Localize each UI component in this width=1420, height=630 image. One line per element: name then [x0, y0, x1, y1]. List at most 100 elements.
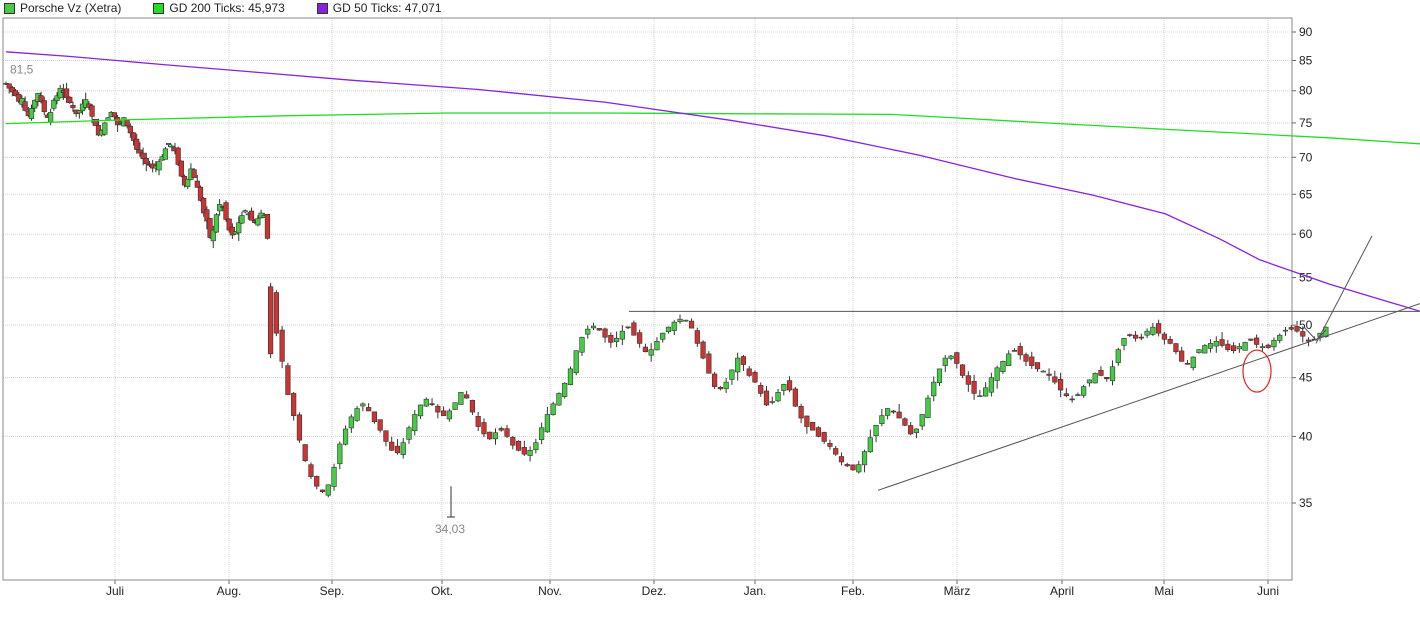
- candle-body: [804, 415, 810, 427]
- candle-body: [51, 99, 57, 109]
- candle: [1011, 348, 1018, 352]
- candle: [267, 284, 274, 359]
- candle: [406, 425, 412, 444]
- candle: [1184, 359, 1191, 365]
- candle-body: [308, 464, 314, 477]
- candle: [798, 403, 804, 424]
- candle: [850, 464, 856, 471]
- candle-body: [63, 88, 70, 98]
- candle: [137, 142, 143, 157]
- candle-body: [948, 355, 954, 359]
- candle: [127, 123, 133, 138]
- x-tick-label: Mai: [1154, 584, 1173, 598]
- candle-body: [1300, 331, 1306, 337]
- legend-swatch-porsche: [4, 2, 15, 14]
- legend-swatch-gd200: [153, 2, 165, 14]
- candle-body: [1213, 341, 1219, 347]
- candle: [781, 383, 787, 396]
- candle: [114, 114, 121, 132]
- candle-body: [1294, 326, 1300, 332]
- chart-grid: [3, 18, 1292, 580]
- candle: [1242, 341, 1248, 351]
- candle-body: [291, 393, 297, 416]
- candle-body: [562, 382, 568, 397]
- candle: [654, 337, 660, 351]
- candle: [533, 438, 539, 454]
- candle-body: [712, 373, 718, 387]
- candle: [758, 382, 764, 397]
- candle: [191, 168, 197, 178]
- candle-body: [885, 408, 891, 416]
- candle-body: [1011, 350, 1018, 352]
- candle: [677, 314, 683, 324]
- candle-body: [671, 321, 677, 331]
- candle-body: [1081, 386, 1087, 396]
- x-tick-label: März: [944, 584, 971, 598]
- candle: [63, 82, 70, 103]
- candle: [302, 444, 308, 463]
- candle: [867, 429, 873, 453]
- candle-body: [1207, 343, 1214, 349]
- candle-body: [1202, 345, 1208, 354]
- candle: [51, 98, 57, 111]
- candle: [637, 329, 643, 348]
- candle: [1179, 346, 1185, 362]
- candle-body: [544, 414, 550, 433]
- candle: [239, 211, 245, 224]
- candle-body: [856, 464, 862, 473]
- candle-body: [296, 414, 303, 441]
- candle: [804, 415, 810, 434]
- candle-body: [706, 353, 712, 374]
- legend-item-gd50: GD 50 Ticks: 47,071: [316, 1, 442, 15]
- candle: [810, 421, 816, 431]
- candle: [1052, 370, 1058, 385]
- candle: [175, 146, 181, 167]
- candle: [1282, 326, 1289, 336]
- candle: [977, 389, 983, 398]
- candle: [102, 121, 108, 136]
- candle-body: [527, 450, 533, 456]
- candle: [988, 372, 994, 397]
- candle-body: [533, 442, 539, 451]
- candle: [527, 446, 533, 462]
- candle-body: [1150, 326, 1156, 335]
- candle-body: [226, 218, 232, 231]
- candle: [1213, 336, 1219, 353]
- candle-body: [613, 337, 620, 343]
- candle: [291, 391, 297, 421]
- candle: [130, 132, 137, 146]
- candle-body: [185, 178, 191, 187]
- candle-body: [264, 214, 271, 239]
- candle: [1127, 333, 1133, 338]
- candle: [1121, 337, 1127, 351]
- candle-body: [1161, 333, 1167, 340]
- candle: [567, 366, 574, 386]
- candle: [1057, 372, 1064, 398]
- candle: [185, 178, 191, 190]
- candle: [706, 351, 712, 374]
- candle-body: [389, 441, 395, 451]
- candle-body: [994, 367, 1000, 381]
- candle: [1161, 331, 1167, 345]
- candle-body: [76, 110, 82, 114]
- candle: [140, 147, 146, 166]
- candle: [440, 406, 447, 417]
- candle: [642, 343, 649, 353]
- candle-body: [487, 431, 493, 440]
- legend-item-gd200: GD 200 Ticks: 45,973: [153, 1, 285, 15]
- candle-body: [440, 410, 447, 416]
- candle-body: [435, 405, 441, 413]
- candle: [585, 325, 591, 339]
- candle-body: [590, 325, 597, 329]
- gd50-line: [5, 51, 1420, 312]
- candle-body: [579, 336, 585, 353]
- candle: [70, 101, 76, 112]
- candle: [487, 431, 493, 440]
- candle: [389, 436, 395, 451]
- high-annotation: 81,5: [10, 62, 34, 76]
- candle: [596, 328, 602, 331]
- candle: [983, 382, 989, 397]
- candle-body: [815, 427, 822, 437]
- candle: [919, 414, 925, 431]
- candle-body: [1017, 346, 1023, 356]
